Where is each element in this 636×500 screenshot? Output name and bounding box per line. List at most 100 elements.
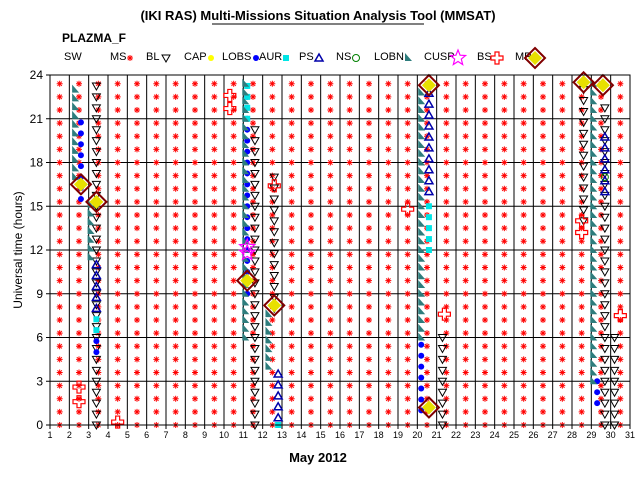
mark-ms	[308, 356, 314, 363]
mark-lobn	[418, 192, 426, 201]
mark-ms	[482, 198, 488, 205]
mark-lobn	[242, 113, 250, 122]
mark-ms	[172, 251, 179, 258]
mark-bl	[600, 344, 610, 354]
mark-lobn	[590, 350, 598, 358]
mark-ms	[172, 146, 179, 153]
mark-ms	[269, 317, 276, 323]
mark-ms	[230, 343, 237, 350]
mark-mp	[262, 294, 286, 317]
mark-bl	[600, 104, 610, 113]
mark-lobn	[242, 323, 250, 332]
mark-bl	[600, 180, 610, 190]
mark-ms	[269, 395, 276, 402]
mark-ms	[192, 330, 198, 337]
mark-ms	[501, 93, 508, 100]
mark-ms	[288, 290, 295, 297]
mark-bl	[578, 195, 589, 204]
mark-lobn	[242, 148, 250, 157]
mark-bl	[600, 410, 610, 420]
mark-ms	[172, 198, 179, 205]
mark-bl	[269, 282, 280, 292]
mark-ms	[346, 251, 353, 258]
mark-ms	[192, 212, 198, 218]
mark-bl	[578, 184, 589, 194]
legend-icon-dot	[208, 55, 214, 61]
mark-ms	[520, 159, 527, 166]
mark-ms	[134, 395, 140, 402]
mark-ms	[172, 408, 179, 415]
mark-ms	[520, 382, 527, 389]
mark-ms	[346, 317, 353, 323]
mark-ms	[153, 238, 160, 245]
mark-ms	[346, 120, 353, 127]
mark-ms	[192, 198, 198, 205]
mark-ms	[482, 146, 488, 153]
mark-lobn	[242, 297, 250, 306]
mark-ms	[308, 212, 314, 218]
mark-lobn	[242, 192, 250, 201]
legend-icon-circle	[352, 54, 360, 62]
mark-ms	[617, 107, 624, 113]
mark-ms	[153, 277, 160, 284]
mark-ms	[288, 238, 295, 245]
mark-bl	[269, 239, 280, 248]
mark-ms	[559, 303, 566, 310]
x-tick-label: 30	[606, 430, 616, 440]
mark-ms	[153, 133, 160, 140]
mark-lobn	[590, 332, 598, 341]
mark-ms	[559, 317, 566, 323]
mark-bl	[437, 399, 448, 409]
mark-ms	[540, 172, 546, 179]
mark-ms	[76, 343, 82, 350]
mark-ms	[153, 290, 160, 297]
mark-lobn	[242, 306, 250, 315]
mark-bl	[437, 377, 448, 387]
mark-ms	[540, 290, 546, 297]
mark-ms	[443, 264, 450, 271]
mark-bl	[91, 224, 102, 234]
mark-lobn	[242, 227, 250, 236]
mark-ps	[91, 302, 102, 313]
mark-lobs	[594, 389, 601, 396]
mark-bl	[609, 377, 620, 387]
mark-ms	[404, 146, 411, 153]
mark-aur	[244, 115, 251, 122]
mark-ms	[172, 159, 179, 166]
mark-ms	[172, 107, 179, 113]
mark-ms	[288, 225, 295, 232]
x-tick-label: 9	[202, 430, 207, 440]
legend-label: PS	[299, 51, 314, 63]
y-tick-label: 12	[30, 243, 44, 257]
mark-ms	[482, 251, 488, 258]
mark-aur	[244, 93, 251, 100]
mark-ms	[288, 146, 295, 153]
mark-ms	[230, 185, 237, 192]
mark-bl	[600, 377, 610, 387]
mark-ms	[172, 185, 179, 192]
y-tick-label: 24	[30, 68, 44, 82]
mark-ms	[520, 212, 527, 218]
legend-label: AUR	[259, 51, 282, 63]
mark-ms	[346, 80, 353, 87]
mark-bl	[269, 206, 280, 215]
mark-lobn	[418, 280, 426, 288]
mark-lobn	[242, 201, 250, 210]
mark-ms	[617, 146, 624, 153]
mark-lobn	[72, 128, 80, 137]
mark-ms	[346, 172, 353, 179]
mark-ms	[76, 238, 82, 245]
mark-ms	[172, 172, 179, 179]
mark-lobn	[590, 253, 598, 262]
mark-ms	[230, 172, 237, 179]
mark-lobn	[242, 140, 250, 148]
mark-ms	[540, 107, 546, 113]
mark-ps	[423, 131, 435, 141]
mark-ms	[134, 120, 140, 127]
mark-lobn	[590, 87, 598, 96]
mark-lobs	[93, 349, 100, 356]
mark-ms	[385, 356, 392, 363]
mark-ms	[230, 408, 237, 415]
mark-bl	[609, 410, 620, 420]
mark-bl	[600, 235, 610, 245]
